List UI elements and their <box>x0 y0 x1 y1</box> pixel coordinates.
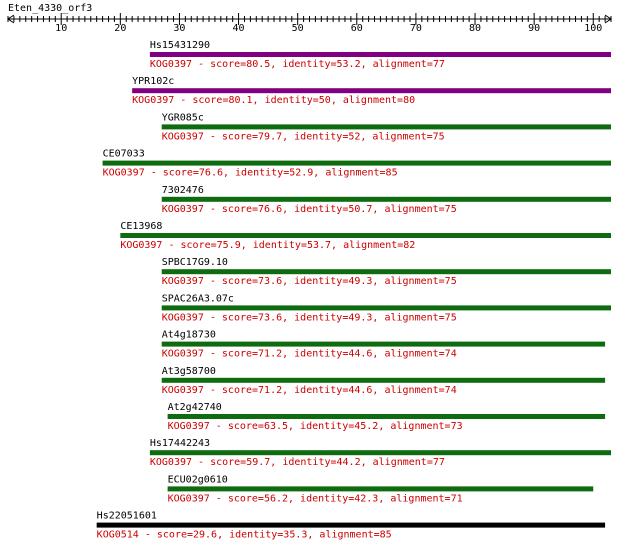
hit-description: KOG0397 - score=56.2, identity=42.3, ali… <box>168 493 463 504</box>
hit-description: KOG0397 - score=59.7, identity=44.2, ali… <box>150 457 445 468</box>
hit-bar <box>167 486 594 492</box>
hit-name: SPAC26A3.07c <box>162 293 234 304</box>
hit-row: 7302476 KOG0397 - score=76.6, identity=50… <box>161 185 612 215</box>
tick-label: 30 <box>173 23 185 34</box>
hit-description: KOG0397 - score=63.5, identity=45.2, ali… <box>168 421 463 432</box>
hit-row: ECU02g0610 KOG0397 - score=56.2, identity… <box>167 474 594 504</box>
hit-description: KOG0514 - score=29.6, identity=35.3, ali… <box>97 530 392 541</box>
hit-description: KOG0397 - score=79.7, identity=52, align… <box>162 131 445 142</box>
hit-row: Hs17442243 KOG0397 - score=59.7, identity… <box>149 438 611 468</box>
hit-bar <box>161 305 612 311</box>
hit-name: CE13968 <box>120 221 162 232</box>
hit-row: SPBC17G9.10 KOG0397 - score=73.6, identit… <box>161 257 612 287</box>
hit-bar <box>161 341 606 347</box>
hit-description: KOG0397 - score=71.2, identity=44.6, ali… <box>162 349 457 360</box>
axis-arrow-left <box>7 14 15 24</box>
hit-bar <box>167 414 606 419</box>
hit-row: YPR102c KOG0397 - score=80.1, identity=50… <box>132 76 611 106</box>
hit-bar <box>120 233 611 238</box>
hit-name: 7302476 <box>162 185 204 196</box>
hit-name: ECU02g0610 <box>168 474 228 485</box>
hit-name: YPR102c <box>132 76 174 87</box>
hit-bar <box>132 88 611 94</box>
hit-bar <box>149 450 611 456</box>
hit-bar <box>102 160 612 166</box>
query-title: Eten_4330_orf3 <box>8 3 92 14</box>
hit-description: KOG0397 - score=75.9, identity=53.7, ali… <box>120 240 415 251</box>
hit-bar <box>96 522 606 528</box>
hit-name: At2g42740 <box>168 402 222 413</box>
axis-arrow-right <box>604 14 612 24</box>
hit-description: KOG0397 - score=76.6, identity=52.9, ali… <box>103 168 398 179</box>
hit-row: Hs22051601 KOG0514 - score=29.6, identity… <box>96 511 606 541</box>
tick-label: 50 <box>292 23 304 34</box>
hit-name: CE07033 <box>103 149 145 160</box>
hit-bar <box>161 196 612 202</box>
hit-name: Hs17442243 <box>150 438 210 449</box>
hit-row: At2g42740 KOG0397 - score=63.5, identity=… <box>167 402 606 432</box>
hit-row: At4g18730 KOG0397 - score=71.2, identity=… <box>161 330 606 360</box>
sequence-axis: 10 20 30 40 50 60 70 80 90 100 <box>7 13 612 34</box>
hit-name: Hs15431290 <box>150 40 210 51</box>
hit-name: At3g58700 <box>162 366 216 377</box>
hit-bar <box>161 377 606 383</box>
tick-label: 80 <box>469 23 481 34</box>
hit-bar <box>149 52 611 57</box>
tick-label: 40 <box>233 23 245 34</box>
hit-name: SPBC17G9.10 <box>162 257 228 268</box>
hit-name: Hs22051601 <box>97 511 157 522</box>
hit-row: YGR085c KOG0397 - score=79.7, identity=52… <box>161 112 612 142</box>
hit-description: KOG0397 - score=80.5, identity=53.2, ali… <box>150 59 445 70</box>
hit-name: At4g18730 <box>162 330 216 341</box>
hit-row: Hs15431290 KOG0397 - score=80.5, identity… <box>149 40 611 70</box>
tick-label: 90 <box>528 23 540 34</box>
hit-bar <box>161 124 612 130</box>
hit-row: SPAC26A3.07c KOG0397 - score=73.6, identi… <box>161 293 612 323</box>
hit-description: KOG0397 - score=76.6, identity=50.7, ali… <box>162 204 457 215</box>
hit-row: At3g58700 KOG0397 - score=71.2, identity=… <box>161 366 606 396</box>
tick-label: 70 <box>410 23 422 34</box>
tick-label: 100 <box>584 23 602 34</box>
tick-label: 10 <box>55 23 67 34</box>
hit-row: CE13968 KOG0397 - score=75.9, identity=53… <box>120 221 611 251</box>
tick-label: 20 <box>114 23 126 34</box>
hit-description: KOG0397 - score=80.1, identity=50, align… <box>132 95 415 106</box>
hit-row: CE07033 KOG0397 - score=76.6, identity=52… <box>102 149 612 179</box>
hit-bar <box>161 269 612 275</box>
hit-description: KOG0397 - score=71.2, identity=44.6, ali… <box>162 385 457 396</box>
hit-name: YGR085c <box>162 112 204 123</box>
hit-list: Hs15431290 KOG0397 - score=80.5, identity… <box>96 40 612 541</box>
hit-description: KOG0397 - score=73.6, identity=49.3, ali… <box>162 276 457 287</box>
hit-description: KOG0397 - score=73.6, identity=49.3, ali… <box>162 312 457 323</box>
tick-label: 60 <box>351 23 363 34</box>
